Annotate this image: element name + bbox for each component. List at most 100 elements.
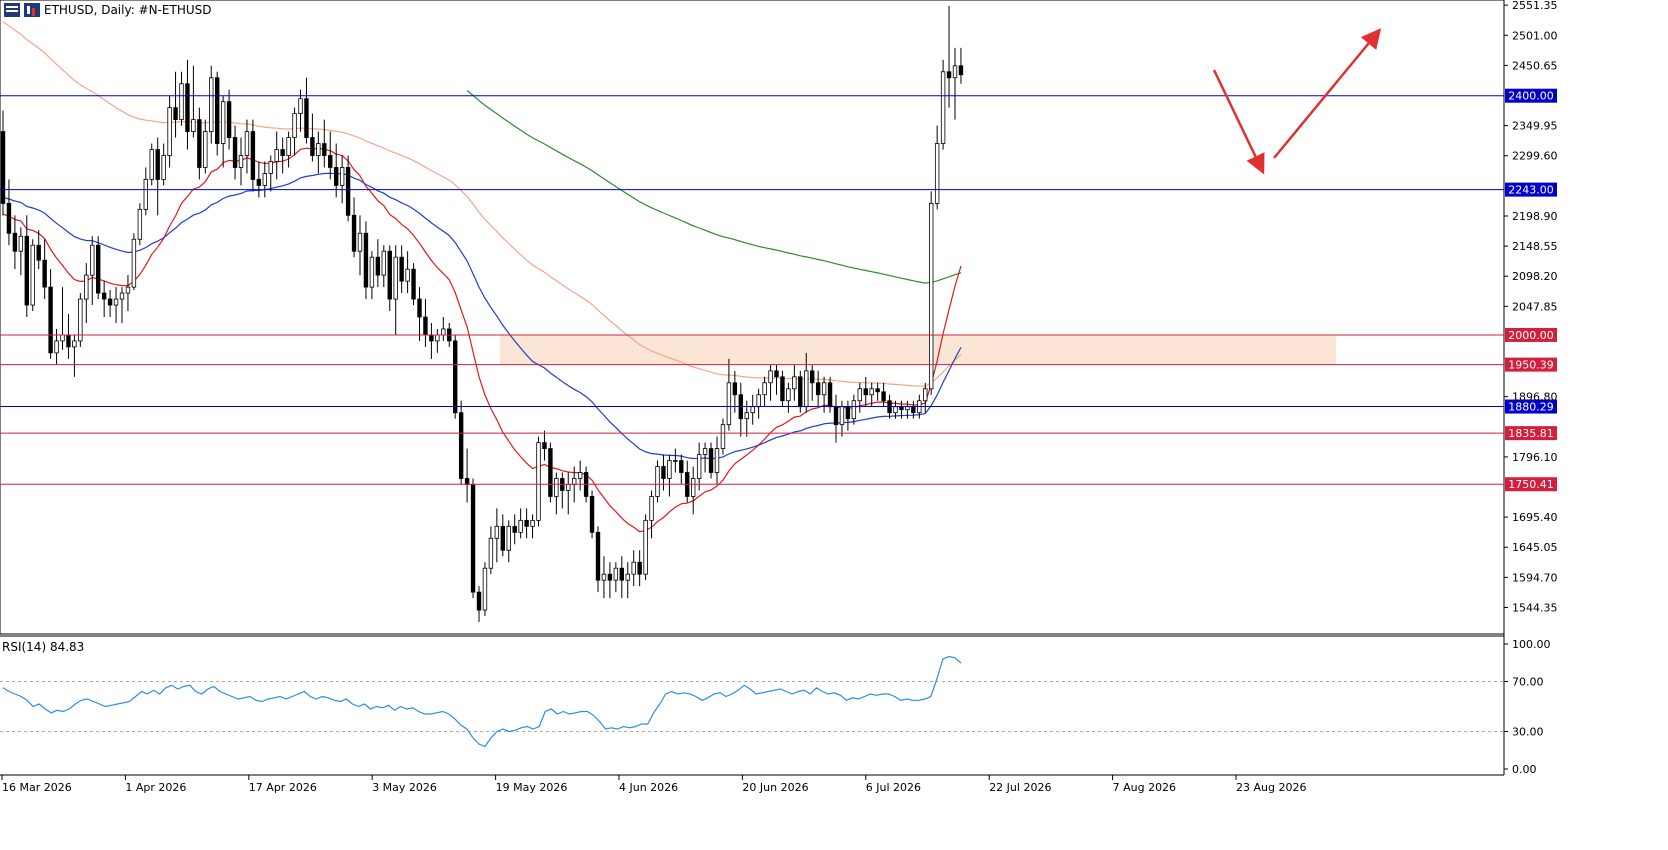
candle-body bbox=[12, 232, 18, 252]
y-tick-label: 2501.00 bbox=[1512, 29, 1558, 42]
candle-body bbox=[423, 316, 428, 336]
candle-body bbox=[548, 448, 553, 497]
candle bbox=[768, 364, 773, 401]
candle-body bbox=[36, 244, 41, 261]
candle-body bbox=[381, 250, 386, 276]
candle bbox=[304, 77, 309, 144]
candle bbox=[911, 400, 916, 419]
candle bbox=[197, 107, 202, 180]
candle bbox=[780, 370, 785, 407]
candle-body bbox=[125, 286, 131, 294]
candle-body bbox=[345, 167, 351, 216]
candle-body bbox=[280, 149, 285, 156]
candle-body bbox=[744, 412, 749, 420]
x-tick-label: 3 May 2026 bbox=[372, 781, 437, 794]
candle-body bbox=[268, 161, 273, 174]
candle-body bbox=[369, 256, 375, 288]
candle-body bbox=[143, 179, 148, 210]
candle-body bbox=[238, 155, 244, 168]
candle-body bbox=[363, 232, 369, 288]
candle-body bbox=[899, 406, 904, 411]
candle bbox=[191, 65, 196, 138]
menu-icon[interactable] bbox=[4, 3, 20, 17]
y-tick-label: 1645.05 bbox=[1512, 541, 1558, 554]
candle bbox=[244, 119, 250, 174]
level-label-bg bbox=[1505, 357, 1557, 372]
candle-body bbox=[500, 525, 505, 551]
candle-body bbox=[78, 298, 83, 342]
candle-body bbox=[619, 567, 624, 581]
candle bbox=[833, 394, 839, 443]
candle bbox=[488, 526, 494, 575]
candle-body bbox=[637, 561, 642, 575]
candle bbox=[351, 197, 357, 258]
candle-body bbox=[940, 71, 946, 144]
candle-body bbox=[30, 244, 35, 306]
candle-body bbox=[48, 286, 53, 354]
candle bbox=[875, 382, 880, 401]
candle-body bbox=[161, 155, 166, 180]
candle bbox=[36, 230, 41, 270]
y-tick-label: 2047.85 bbox=[1512, 300, 1558, 313]
candle-body bbox=[804, 370, 809, 408]
candle-body bbox=[351, 214, 357, 252]
candle bbox=[214, 71, 220, 156]
candle-body bbox=[6, 202, 12, 234]
candle bbox=[786, 382, 791, 413]
candle bbox=[155, 137, 160, 216]
candle-body bbox=[768, 370, 773, 384]
candle bbox=[637, 550, 642, 587]
candle-body bbox=[756, 394, 761, 408]
candle bbox=[464, 448, 470, 503]
candle-body bbox=[316, 143, 321, 156]
candle-body bbox=[780, 376, 785, 402]
candle bbox=[18, 227, 24, 276]
candle-body bbox=[566, 484, 571, 491]
candle-body bbox=[708, 448, 714, 473]
candle-body bbox=[292, 113, 297, 138]
candle bbox=[167, 95, 172, 168]
rsi-tick-label: 100.00 bbox=[1512, 638, 1551, 651]
candle-body bbox=[810, 370, 815, 384]
candle bbox=[560, 472, 565, 509]
candle bbox=[952, 47, 958, 120]
y-tick-label: 2349.95 bbox=[1512, 120, 1558, 133]
arrow-up bbox=[1273, 28, 1382, 159]
candle bbox=[96, 236, 101, 300]
candle bbox=[940, 59, 946, 150]
candle bbox=[441, 317, 446, 341]
candle-body bbox=[786, 388, 791, 402]
candle-body bbox=[244, 131, 250, 156]
level-label: 1950.39 bbox=[1508, 359, 1554, 372]
candle-body bbox=[691, 478, 696, 497]
candle-body bbox=[726, 382, 732, 426]
candle bbox=[435, 328, 440, 353]
candle-body bbox=[923, 388, 928, 402]
candle-body bbox=[232, 137, 238, 168]
candle bbox=[542, 430, 547, 461]
candle-body bbox=[512, 525, 517, 533]
candle bbox=[256, 161, 262, 198]
y-tick-label: 2148.55 bbox=[1512, 240, 1558, 253]
candle-body bbox=[262, 173, 267, 186]
candle-body bbox=[339, 167, 345, 186]
candle-body bbox=[179, 83, 184, 121]
candle bbox=[845, 400, 851, 431]
candle-body bbox=[18, 235, 24, 252]
candle bbox=[54, 328, 59, 365]
candle bbox=[589, 490, 595, 539]
candle bbox=[119, 287, 125, 323]
candle bbox=[661, 454, 666, 491]
chart-type-icon[interactable] bbox=[24, 3, 40, 17]
candle-body bbox=[322, 143, 327, 156]
y-tick-label: 2198.90 bbox=[1512, 210, 1558, 223]
candle bbox=[905, 400, 910, 419]
candle bbox=[530, 514, 535, 539]
x-tick-label: 19 May 2026 bbox=[496, 781, 568, 794]
candle bbox=[101, 281, 107, 317]
candle-body bbox=[958, 65, 964, 76]
candle-body bbox=[667, 460, 672, 479]
candle bbox=[601, 556, 607, 599]
